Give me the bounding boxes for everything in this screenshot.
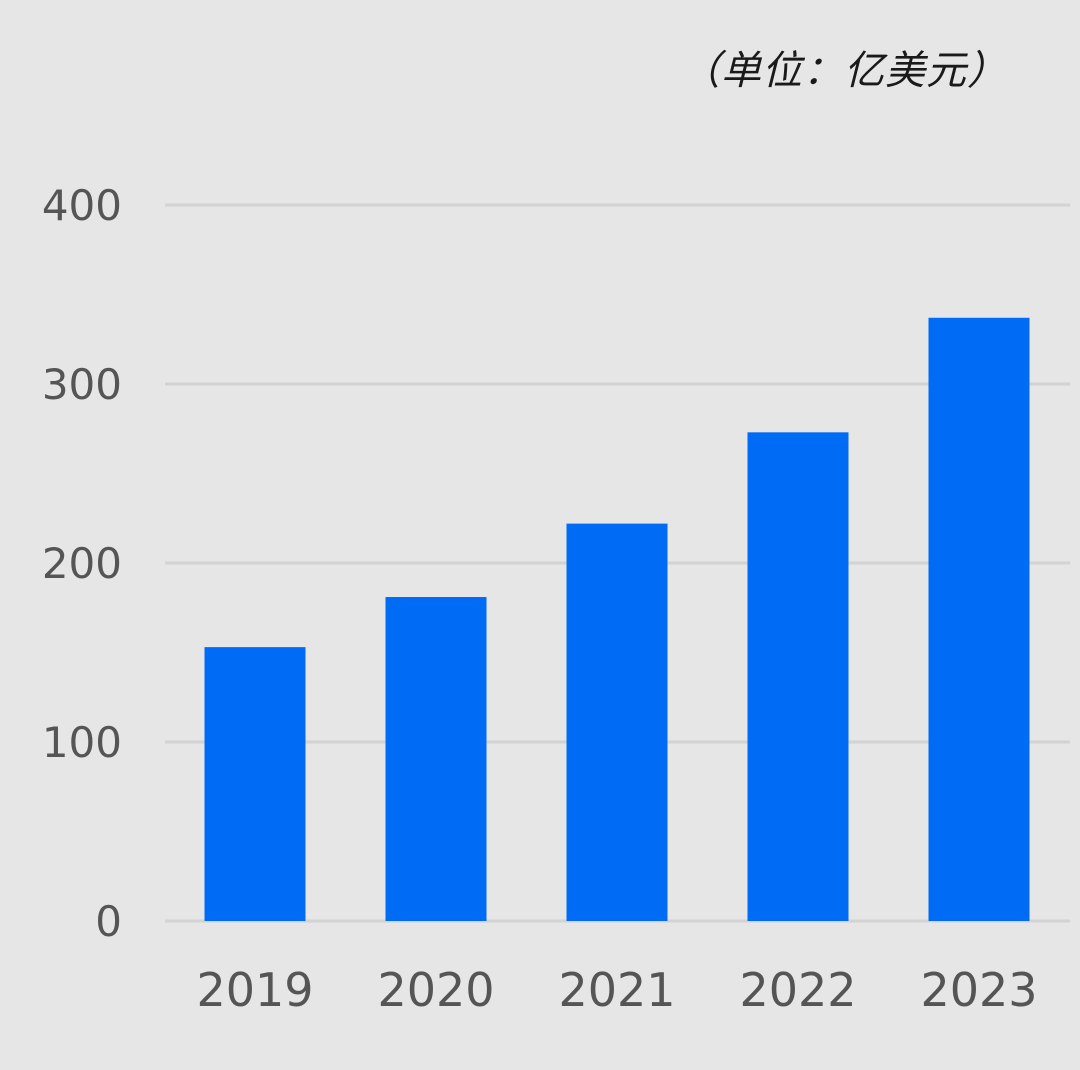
x-tick-label: 2023	[920, 963, 1037, 1017]
y-tick-label: 200	[42, 539, 122, 588]
bar-2022	[747, 432, 849, 921]
x-tick-label: 2021	[558, 963, 675, 1017]
unit-label: （单位：亿美元）	[680, 48, 1008, 94]
bar-2019	[204, 647, 306, 921]
y-tick-label: 100	[42, 718, 122, 767]
bar-2023	[928, 317, 1030, 921]
bar-2021	[566, 523, 668, 921]
x-tick-label: 2022	[739, 963, 856, 1017]
bar-2020	[385, 597, 487, 921]
x-tick-label: 2019	[196, 963, 313, 1017]
y-tick-label: 400	[42, 181, 122, 230]
y-tick-label: 0	[95, 897, 122, 946]
x-tick-label: 2020	[377, 963, 494, 1017]
y-tick-label: 300	[42, 360, 122, 409]
